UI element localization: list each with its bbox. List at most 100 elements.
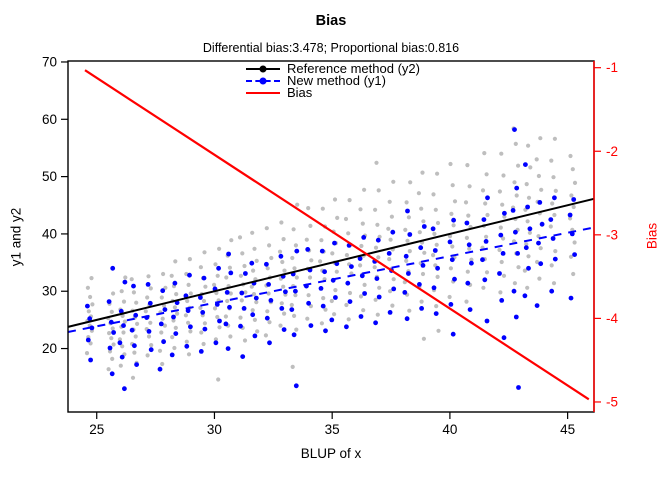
x-axis-title: BLUP of x (300, 446, 362, 461)
data-point-y2 (252, 246, 257, 251)
data-point-y1 (201, 275, 207, 281)
data-point-y2 (163, 285, 168, 290)
x-tick-label: 25 (89, 422, 104, 437)
new-line-sample-icon (246, 75, 280, 87)
data-point-y2 (534, 157, 539, 162)
data-point-y1 (552, 256, 558, 262)
data-point-y2 (330, 251, 335, 256)
data-point-y2 (406, 215, 411, 220)
data-point-y1 (85, 303, 90, 309)
data-point-y1 (357, 256, 363, 261)
data-point-y2 (308, 223, 313, 228)
data-point-y1 (387, 310, 393, 315)
data-point-y2 (373, 245, 379, 250)
data-point-y1 (323, 328, 328, 334)
data-point-y1 (329, 317, 335, 323)
plot-box (67, 60, 595, 413)
data-point-y1 (539, 221, 545, 227)
data-point-y2 (187, 257, 192, 262)
data-point-y2 (433, 207, 438, 212)
data-point-y2 (172, 305, 177, 310)
data-point-y2 (119, 289, 124, 294)
x-tick-label: 35 (325, 422, 340, 437)
data-point-y2 (388, 237, 393, 242)
data-point-y2 (422, 250, 427, 255)
data-point-y1 (85, 337, 91, 343)
data-point-y1 (525, 204, 530, 210)
data-point-y2 (143, 309, 148, 314)
data-point-y2 (389, 214, 394, 219)
data-point-y2 (281, 237, 286, 242)
data-point-y2 (173, 325, 178, 330)
data-point-y2 (161, 271, 166, 277)
data-point-y2 (376, 188, 381, 193)
data-point-y1 (266, 282, 271, 287)
data-point-y1 (185, 308, 191, 314)
data-point-y2 (416, 191, 421, 196)
data-point-y2 (159, 330, 164, 335)
data-point-y2 (320, 206, 325, 211)
data-point-y2 (169, 273, 174, 278)
data-point-y2 (435, 220, 441, 226)
data-point-y2 (498, 290, 503, 295)
data-point-y1 (432, 248, 438, 253)
data-point-y1 (447, 239, 453, 245)
data-point-y2 (294, 275, 299, 280)
legend-label-new: New method (y1) (287, 73, 386, 88)
data-point-y2 (229, 238, 234, 243)
data-point-y1 (465, 280, 471, 286)
y-left-tick-label: 40 (42, 226, 57, 241)
data-point-y2 (421, 336, 426, 341)
data-point-y2 (279, 220, 284, 225)
data-point-y2 (201, 298, 207, 304)
data-point-y2 (198, 305, 203, 310)
data-point-y2 (172, 345, 177, 351)
data-point-y1 (534, 303, 540, 308)
data-point-y1 (268, 298, 274, 303)
data-point-y2 (536, 173, 542, 179)
data-point-y1 (449, 257, 455, 263)
data-point-y2 (552, 136, 558, 141)
data-point-y1 (293, 288, 298, 294)
data-point-y1 (172, 280, 178, 286)
data-point-y2 (467, 246, 472, 251)
data-point-y2 (199, 330, 204, 335)
legend-item-bias: Bias (246, 85, 420, 100)
data-point-y1 (513, 314, 519, 320)
data-point-y2 (372, 265, 377, 270)
data-point-y2 (173, 259, 178, 264)
data-point-y2 (107, 331, 112, 336)
data-point-y2 (282, 311, 287, 316)
data-point-y1 (162, 307, 168, 312)
data-point-y1 (226, 251, 232, 257)
data-point-y1 (498, 232, 504, 238)
data-point-y2 (282, 268, 287, 273)
data-point-y2 (449, 211, 454, 216)
data-point-y2 (255, 329, 260, 334)
data-point-y2 (243, 290, 248, 295)
data-point-y1 (464, 220, 470, 226)
data-point-y2 (84, 351, 90, 356)
data-point-y2 (263, 333, 268, 338)
data-point-y1 (373, 320, 378, 326)
data-point-y1 (482, 277, 488, 283)
data-point-y2 (538, 246, 543, 251)
data-point-y2 (552, 212, 557, 218)
legend-item-new: New method (y1) (246, 73, 420, 88)
data-point-y2 (513, 141, 518, 146)
data-point-y1 (148, 347, 154, 353)
data-point-y2 (266, 291, 271, 296)
right-axis-title: Bias (644, 222, 660, 250)
data-point-y1 (523, 162, 528, 168)
legend-label-bias: Bias (287, 85, 313, 100)
data-point-y2 (360, 221, 365, 226)
data-point-y2 (228, 291, 233, 296)
data-point-y1 (358, 314, 364, 319)
data-point-y1 (107, 345, 113, 351)
data-point-y1 (502, 210, 507, 216)
data-point-y1 (216, 265, 222, 271)
data-point-y2 (88, 294, 93, 300)
data-point-y2 (527, 230, 533, 235)
data-point-y1 (225, 346, 231, 351)
